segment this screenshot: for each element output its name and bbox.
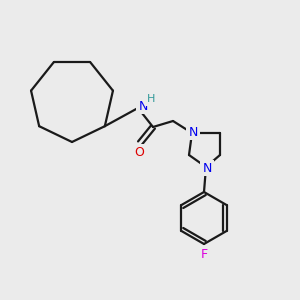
Text: F: F: [200, 248, 208, 260]
Text: N: N: [188, 125, 198, 139]
Text: N: N: [202, 161, 212, 175]
Text: N: N: [138, 100, 148, 112]
Text: O: O: [134, 146, 144, 158]
Text: H: H: [147, 94, 155, 104]
